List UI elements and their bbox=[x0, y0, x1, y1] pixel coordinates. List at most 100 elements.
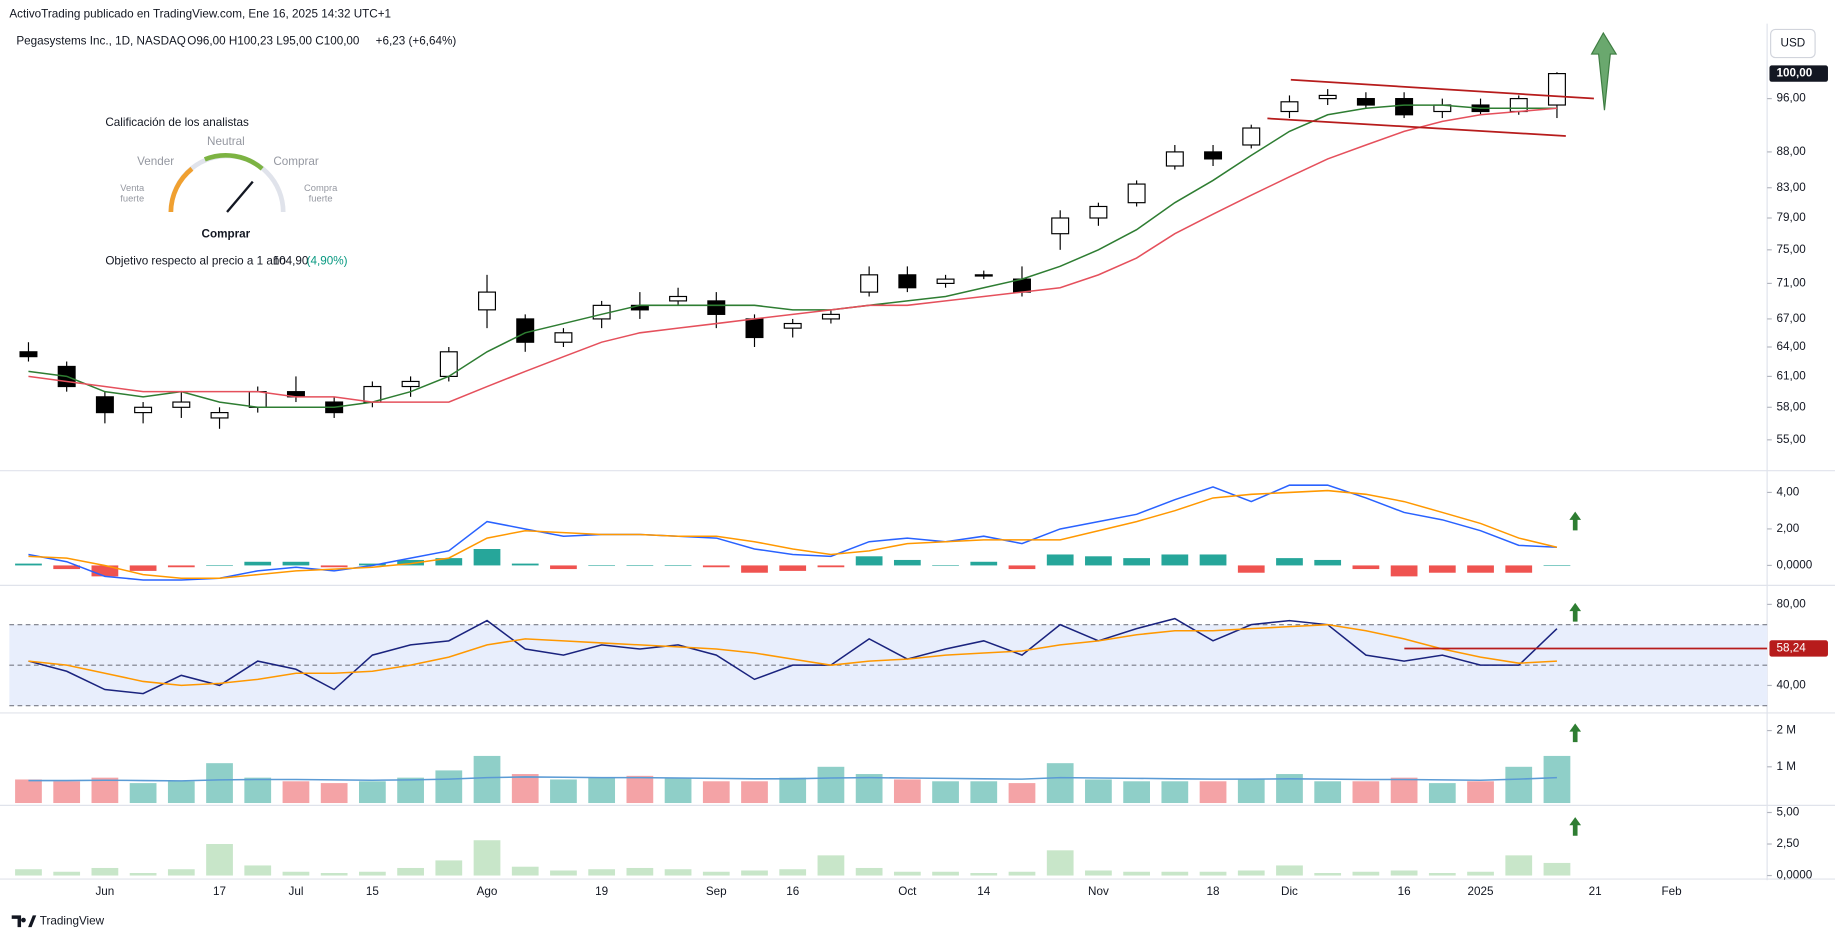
gauge-needle bbox=[226, 180, 254, 213]
bar bbox=[282, 781, 310, 804]
bar bbox=[1314, 781, 1342, 804]
bar bbox=[359, 563, 386, 566]
bar bbox=[970, 781, 998, 804]
bar bbox=[53, 871, 81, 876]
x-tick-label: Ago bbox=[477, 885, 498, 898]
bar bbox=[1314, 873, 1342, 876]
last-price-tag bbox=[1769, 65, 1828, 82]
candle-body bbox=[1165, 151, 1184, 167]
bar bbox=[664, 869, 692, 876]
bar bbox=[473, 755, 501, 804]
series-line bbox=[28, 104, 1557, 409]
bar bbox=[397, 777, 424, 804]
candle-body bbox=[936, 278, 955, 284]
bar bbox=[1390, 870, 1418, 876]
bar bbox=[1237, 565, 1265, 573]
bar bbox=[817, 766, 845, 804]
bar bbox=[435, 770, 463, 804]
candle-body bbox=[478, 291, 497, 311]
bar bbox=[320, 873, 348, 876]
arrow bbox=[1569, 723, 1582, 743]
y-tick-label: 0,0000 bbox=[1776, 869, 1812, 882]
candle-body bbox=[745, 318, 764, 339]
symbol: Pegasystems Inc., 1D, NASDAQ bbox=[16, 34, 186, 47]
bar bbox=[1161, 781, 1189, 804]
candle-body bbox=[1204, 151, 1223, 160]
bar bbox=[282, 561, 310, 566]
bar bbox=[1505, 855, 1533, 876]
level-tag bbox=[1769, 640, 1828, 657]
y-tick-label: 2 M bbox=[1776, 724, 1795, 737]
bar bbox=[855, 556, 883, 566]
bar bbox=[1543, 565, 1571, 567]
x-tick-label: Nov bbox=[1088, 885, 1109, 898]
bar bbox=[626, 565, 654, 567]
bar bbox=[1352, 871, 1380, 876]
candle-body bbox=[783, 322, 802, 329]
candle-body bbox=[516, 318, 535, 343]
candle-body bbox=[1051, 217, 1070, 235]
y-tick-label: 79,00 bbox=[1776, 211, 1806, 224]
gauge-buy bbox=[203, 153, 264, 171]
widget-title: Calificación de los analistas bbox=[105, 116, 249, 129]
bar bbox=[359, 781, 386, 804]
x-tick-label: 19 bbox=[595, 885, 608, 898]
bar bbox=[741, 781, 768, 804]
x-tick-label: Dic bbox=[1281, 885, 1298, 898]
bar bbox=[1428, 783, 1456, 804]
x-tick-label: 2025 bbox=[1468, 885, 1495, 898]
bar bbox=[1085, 779, 1112, 804]
bar bbox=[244, 865, 272, 876]
bar bbox=[1085, 870, 1112, 876]
bar bbox=[1428, 873, 1456, 876]
bar bbox=[779, 777, 807, 804]
bar bbox=[779, 565, 807, 571]
bar bbox=[1467, 565, 1494, 573]
arrow bbox=[1569, 602, 1582, 622]
logo-mark bbox=[11, 915, 37, 928]
candle-body bbox=[1242, 127, 1261, 146]
y-tick-label: 2,50 bbox=[1776, 837, 1799, 850]
bar bbox=[206, 763, 233, 804]
channel-bottom bbox=[1267, 117, 1566, 137]
bar bbox=[1352, 565, 1380, 570]
bar bbox=[53, 565, 81, 570]
y-tick-label: 1 M bbox=[1776, 760, 1795, 773]
bar bbox=[91, 565, 119, 577]
bar bbox=[129, 565, 157, 571]
bar bbox=[1161, 871, 1189, 876]
x-tick-label: Feb bbox=[1662, 885, 1683, 898]
bar bbox=[320, 565, 348, 568]
currency-button[interactable] bbox=[1770, 28, 1816, 59]
bar bbox=[893, 779, 921, 804]
bar bbox=[626, 867, 654, 876]
bar bbox=[53, 781, 81, 804]
bar bbox=[244, 561, 272, 566]
candle-body bbox=[134, 406, 153, 414]
candle-body bbox=[95, 396, 114, 414]
bar bbox=[893, 559, 921, 566]
candle-body bbox=[210, 412, 229, 419]
candle-body bbox=[898, 274, 917, 289]
bar bbox=[741, 565, 768, 573]
gauge-sell bbox=[168, 166, 194, 213]
bar bbox=[435, 558, 463, 566]
bar bbox=[167, 565, 195, 568]
candle-body bbox=[248, 391, 267, 408]
currency[interactable]: USD bbox=[1781, 37, 1806, 50]
y-tick-label: 71,00 bbox=[1776, 277, 1806, 290]
y-tick-label: 67,00 bbox=[1776, 312, 1806, 325]
bar bbox=[511, 774, 539, 804]
y-tick-label: 2,00 bbox=[1776, 522, 1799, 535]
channel-top bbox=[1290, 78, 1594, 100]
bar bbox=[1237, 870, 1265, 876]
bar bbox=[1199, 781, 1227, 804]
change: +6,23 (+6,64%) bbox=[376, 34, 457, 47]
bar bbox=[359, 871, 386, 876]
candle-body bbox=[1280, 101, 1299, 113]
bar bbox=[1390, 777, 1418, 804]
y-tick-label: 64,00 bbox=[1776, 340, 1806, 353]
bar bbox=[206, 844, 233, 876]
